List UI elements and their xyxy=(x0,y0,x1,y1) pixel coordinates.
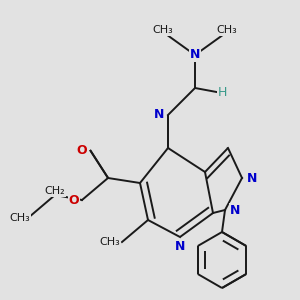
Text: O: O xyxy=(76,143,87,157)
Text: N: N xyxy=(190,49,200,62)
Text: O: O xyxy=(68,194,79,206)
Text: CH₃: CH₃ xyxy=(153,25,173,35)
Text: CH₃: CH₃ xyxy=(99,237,120,247)
Text: H: H xyxy=(217,86,227,100)
Text: N: N xyxy=(247,172,257,184)
Text: N: N xyxy=(230,203,240,217)
Text: CH₂: CH₂ xyxy=(45,186,65,196)
Text: CH₃: CH₃ xyxy=(9,213,30,223)
Text: N: N xyxy=(154,109,164,122)
Text: CH₃: CH₃ xyxy=(217,25,237,35)
Text: N: N xyxy=(175,240,185,253)
